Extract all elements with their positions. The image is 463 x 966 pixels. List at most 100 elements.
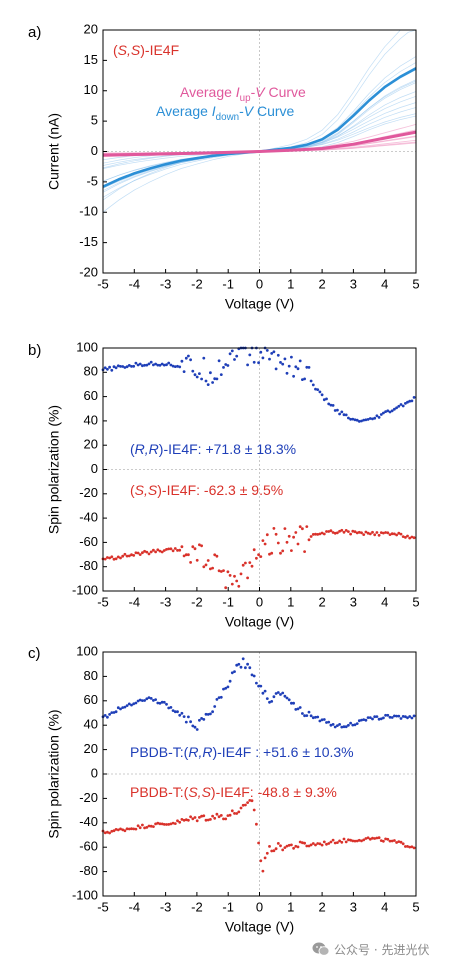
series-point [393,532,396,536]
series-point [290,843,293,847]
series-point [344,725,348,729]
series-point [108,831,111,835]
series-point [322,840,326,844]
series-point [241,657,245,661]
series-point [399,717,403,720]
series-point [368,532,372,536]
series-point [204,379,208,383]
series-point [222,366,225,369]
series-point [368,716,372,719]
series-point [268,845,271,848]
series-point [182,818,186,822]
series-point [184,818,188,822]
series-point [237,810,241,814]
series-point [217,815,221,819]
series-point [193,725,197,729]
series-point [375,531,379,534]
x-tick-label: -4 [129,276,141,291]
series-point [386,531,390,535]
series-point [412,396,416,399]
series-point [309,714,313,718]
series-point [202,814,206,818]
series-point [171,549,175,553]
series-point [171,709,175,712]
y-tick-label: 60 [84,388,98,403]
series-point [180,545,184,549]
series-point [340,725,344,729]
series-point [132,364,136,368]
series-point [244,561,247,565]
panel-label: b) [28,342,41,359]
series-point [127,554,131,558]
series-point [154,362,158,366]
y-tick-label: -60 [79,839,98,854]
series-point [239,665,243,669]
series-point [320,531,324,535]
series-point [320,718,324,722]
series-point [401,535,405,538]
series-point [158,701,162,705]
series-point [314,843,317,847]
series-point [307,366,311,369]
series-point [228,352,232,356]
series-point [160,822,164,826]
series-point [327,530,331,533]
series-point [338,412,341,416]
series-point [373,715,377,719]
series-point [191,545,195,549]
series-point [360,419,363,423]
series-point [147,552,151,556]
series-point [110,368,114,372]
x-tick-label: 1 [287,899,294,914]
y-tick-label: -20 [79,790,98,805]
series-point [276,541,280,545]
series-point [329,403,333,407]
series-point [112,711,116,714]
series-point [149,824,153,828]
series-point [276,842,280,845]
series-point [412,536,416,540]
series-point [294,844,298,848]
series-point [276,691,280,694]
series-point [187,354,190,358]
series-point [173,547,177,550]
series-point [298,840,302,844]
series-point [257,553,260,557]
series-point [219,570,223,573]
series-point [336,531,339,535]
y-tick-label: 40 [84,412,98,427]
series-point [217,696,221,699]
series-point [261,691,265,695]
series-point [320,843,324,847]
y-tick-label: 100 [76,339,98,354]
x-tick-label: -4 [129,594,141,609]
series-point [384,713,387,717]
series-point [180,818,184,821]
series-point [377,416,381,419]
series-point [296,367,300,371]
series-point [301,712,304,715]
series-point [384,531,387,534]
series-point [390,839,394,843]
series-point [206,559,210,562]
y-axis-label: Spin polarization (%) [46,405,62,534]
y-tick-label: 20 [84,741,98,756]
y-tick-label: 80 [84,364,98,379]
series-point [390,409,394,413]
series-point [397,531,401,535]
series-point [193,373,197,377]
series-point [338,839,341,843]
series-point [366,836,370,840]
series-point [123,829,127,833]
series-point [136,363,140,367]
series-point [193,816,197,819]
series-point [152,825,155,828]
series-point [202,565,206,569]
series-point [213,705,217,708]
series-point [255,822,258,826]
series-point [213,377,217,381]
series-point [307,844,311,848]
series-point [410,716,414,720]
series-point [344,413,348,417]
series-point [292,846,295,850]
